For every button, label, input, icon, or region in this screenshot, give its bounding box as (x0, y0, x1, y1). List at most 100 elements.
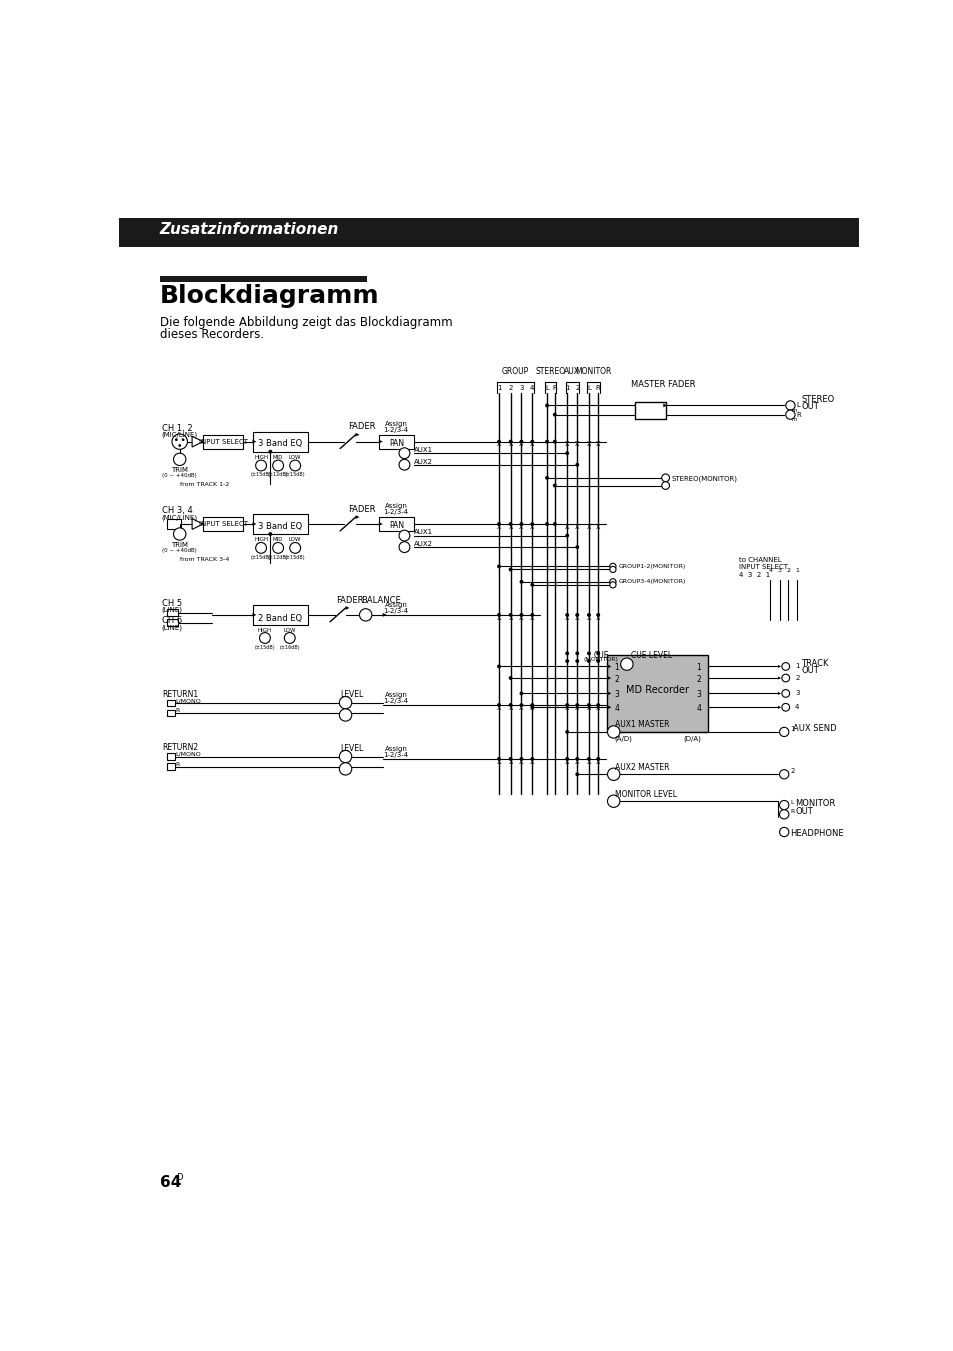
Text: x: x (575, 439, 578, 449)
Circle shape (565, 451, 569, 455)
Text: x: x (508, 757, 513, 766)
Polygon shape (378, 439, 382, 443)
Text: x: x (564, 703, 569, 712)
Text: 4: 4 (696, 704, 700, 713)
Text: AUX SEND: AUX SEND (793, 724, 836, 734)
Text: RETURN2: RETURN2 (162, 743, 198, 753)
Text: 2: 2 (785, 567, 789, 573)
Circle shape (779, 809, 788, 819)
Text: x: x (596, 703, 599, 712)
Text: 1: 1 (564, 385, 569, 390)
Text: R: R (174, 708, 179, 713)
Text: (A/D): (A/D) (614, 735, 631, 742)
Text: LOW: LOW (289, 538, 301, 542)
Text: CUE LEVEL: CUE LEVEL (630, 651, 671, 661)
Polygon shape (253, 439, 256, 443)
Circle shape (339, 697, 352, 709)
Text: x: x (497, 757, 500, 766)
Circle shape (508, 613, 512, 617)
Circle shape (497, 665, 500, 669)
Text: (MIC/LINE): (MIC/LINE) (162, 431, 198, 438)
Polygon shape (192, 519, 203, 530)
Text: 1: 1 (794, 663, 799, 669)
Text: 3: 3 (518, 385, 523, 390)
Text: (D/A): (D/A) (683, 735, 701, 742)
Text: L/MONO: L/MONO (174, 698, 200, 703)
Text: (LINE): (LINE) (162, 624, 183, 631)
Polygon shape (607, 692, 611, 696)
Text: x: x (508, 612, 513, 621)
Text: x: x (564, 439, 569, 449)
Text: AUX1 MASTER: AUX1 MASTER (615, 720, 669, 730)
Circle shape (268, 532, 272, 536)
Text: x: x (518, 612, 523, 621)
Text: 64: 64 (159, 1174, 181, 1190)
Text: 3: 3 (614, 690, 618, 700)
Bar (159, 276, 367, 282)
Text: 3: 3 (696, 690, 700, 700)
Circle shape (575, 773, 578, 777)
Circle shape (586, 703, 590, 707)
Text: STEREO(MONITOR): STEREO(MONITOR) (670, 476, 737, 482)
Bar (167, 700, 174, 705)
Bar (167, 519, 181, 530)
Text: 2: 2 (790, 769, 794, 774)
Circle shape (565, 613, 569, 617)
Text: x: x (497, 703, 500, 712)
Circle shape (530, 613, 534, 617)
Text: HIGH: HIGH (253, 538, 268, 542)
Bar (253, 513, 308, 534)
Text: INPUT SELECT: INPUT SELECT (198, 439, 248, 444)
Text: m: m (791, 408, 797, 413)
Text: CUE: CUE (593, 651, 608, 661)
Text: x: x (575, 703, 578, 712)
Circle shape (359, 609, 372, 621)
Text: OUT: OUT (794, 807, 812, 816)
Text: MASTER FADER: MASTER FADER (630, 380, 695, 389)
Text: AUX2 MASTER: AUX2 MASTER (615, 763, 669, 771)
Circle shape (575, 546, 578, 549)
Bar (607, 655, 707, 732)
Circle shape (785, 401, 794, 411)
Circle shape (575, 757, 578, 761)
Text: x: x (497, 439, 500, 449)
Circle shape (586, 757, 590, 761)
Text: STEREO: STEREO (801, 394, 834, 404)
Text: L/MONO: L/MONO (174, 753, 200, 757)
Circle shape (398, 542, 410, 553)
Bar (378, 517, 414, 531)
Text: (±12dB): (±12dB) (268, 473, 288, 477)
Circle shape (290, 461, 300, 471)
Text: 1: 1 (790, 725, 794, 732)
Circle shape (596, 651, 599, 655)
Text: MONITOR LEVEL: MONITOR LEVEL (615, 790, 677, 798)
Text: L: L (586, 385, 590, 390)
Text: (0 ~ +40dB): (0 ~ +40dB) (162, 549, 197, 553)
Circle shape (553, 413, 557, 416)
Text: STEREO: STEREO (536, 367, 565, 376)
Polygon shape (355, 432, 359, 436)
Text: MONITOR: MONITOR (575, 367, 611, 376)
Text: 3: 3 (777, 567, 781, 573)
Text: x: x (596, 521, 599, 531)
Text: 3: 3 (794, 690, 799, 696)
Text: R: R (790, 809, 794, 813)
Text: AUX: AUX (563, 367, 579, 376)
Text: D: D (176, 1173, 183, 1182)
Text: x: x (530, 439, 534, 449)
Text: 1-2/3-4: 1-2/3-4 (383, 753, 408, 758)
Circle shape (497, 521, 500, 526)
Text: L: L (790, 800, 793, 805)
Circle shape (255, 543, 266, 554)
Polygon shape (192, 436, 203, 447)
Circle shape (508, 521, 512, 526)
Text: 2: 2 (794, 676, 799, 681)
Bar (167, 619, 178, 627)
Text: PAN: PAN (389, 439, 404, 447)
Circle shape (530, 757, 534, 761)
Text: (±12dB): (±12dB) (268, 555, 288, 559)
Circle shape (339, 709, 352, 721)
Circle shape (508, 703, 512, 707)
Text: R: R (552, 385, 557, 390)
Text: 4  3  2  1: 4 3 2 1 (739, 571, 770, 578)
